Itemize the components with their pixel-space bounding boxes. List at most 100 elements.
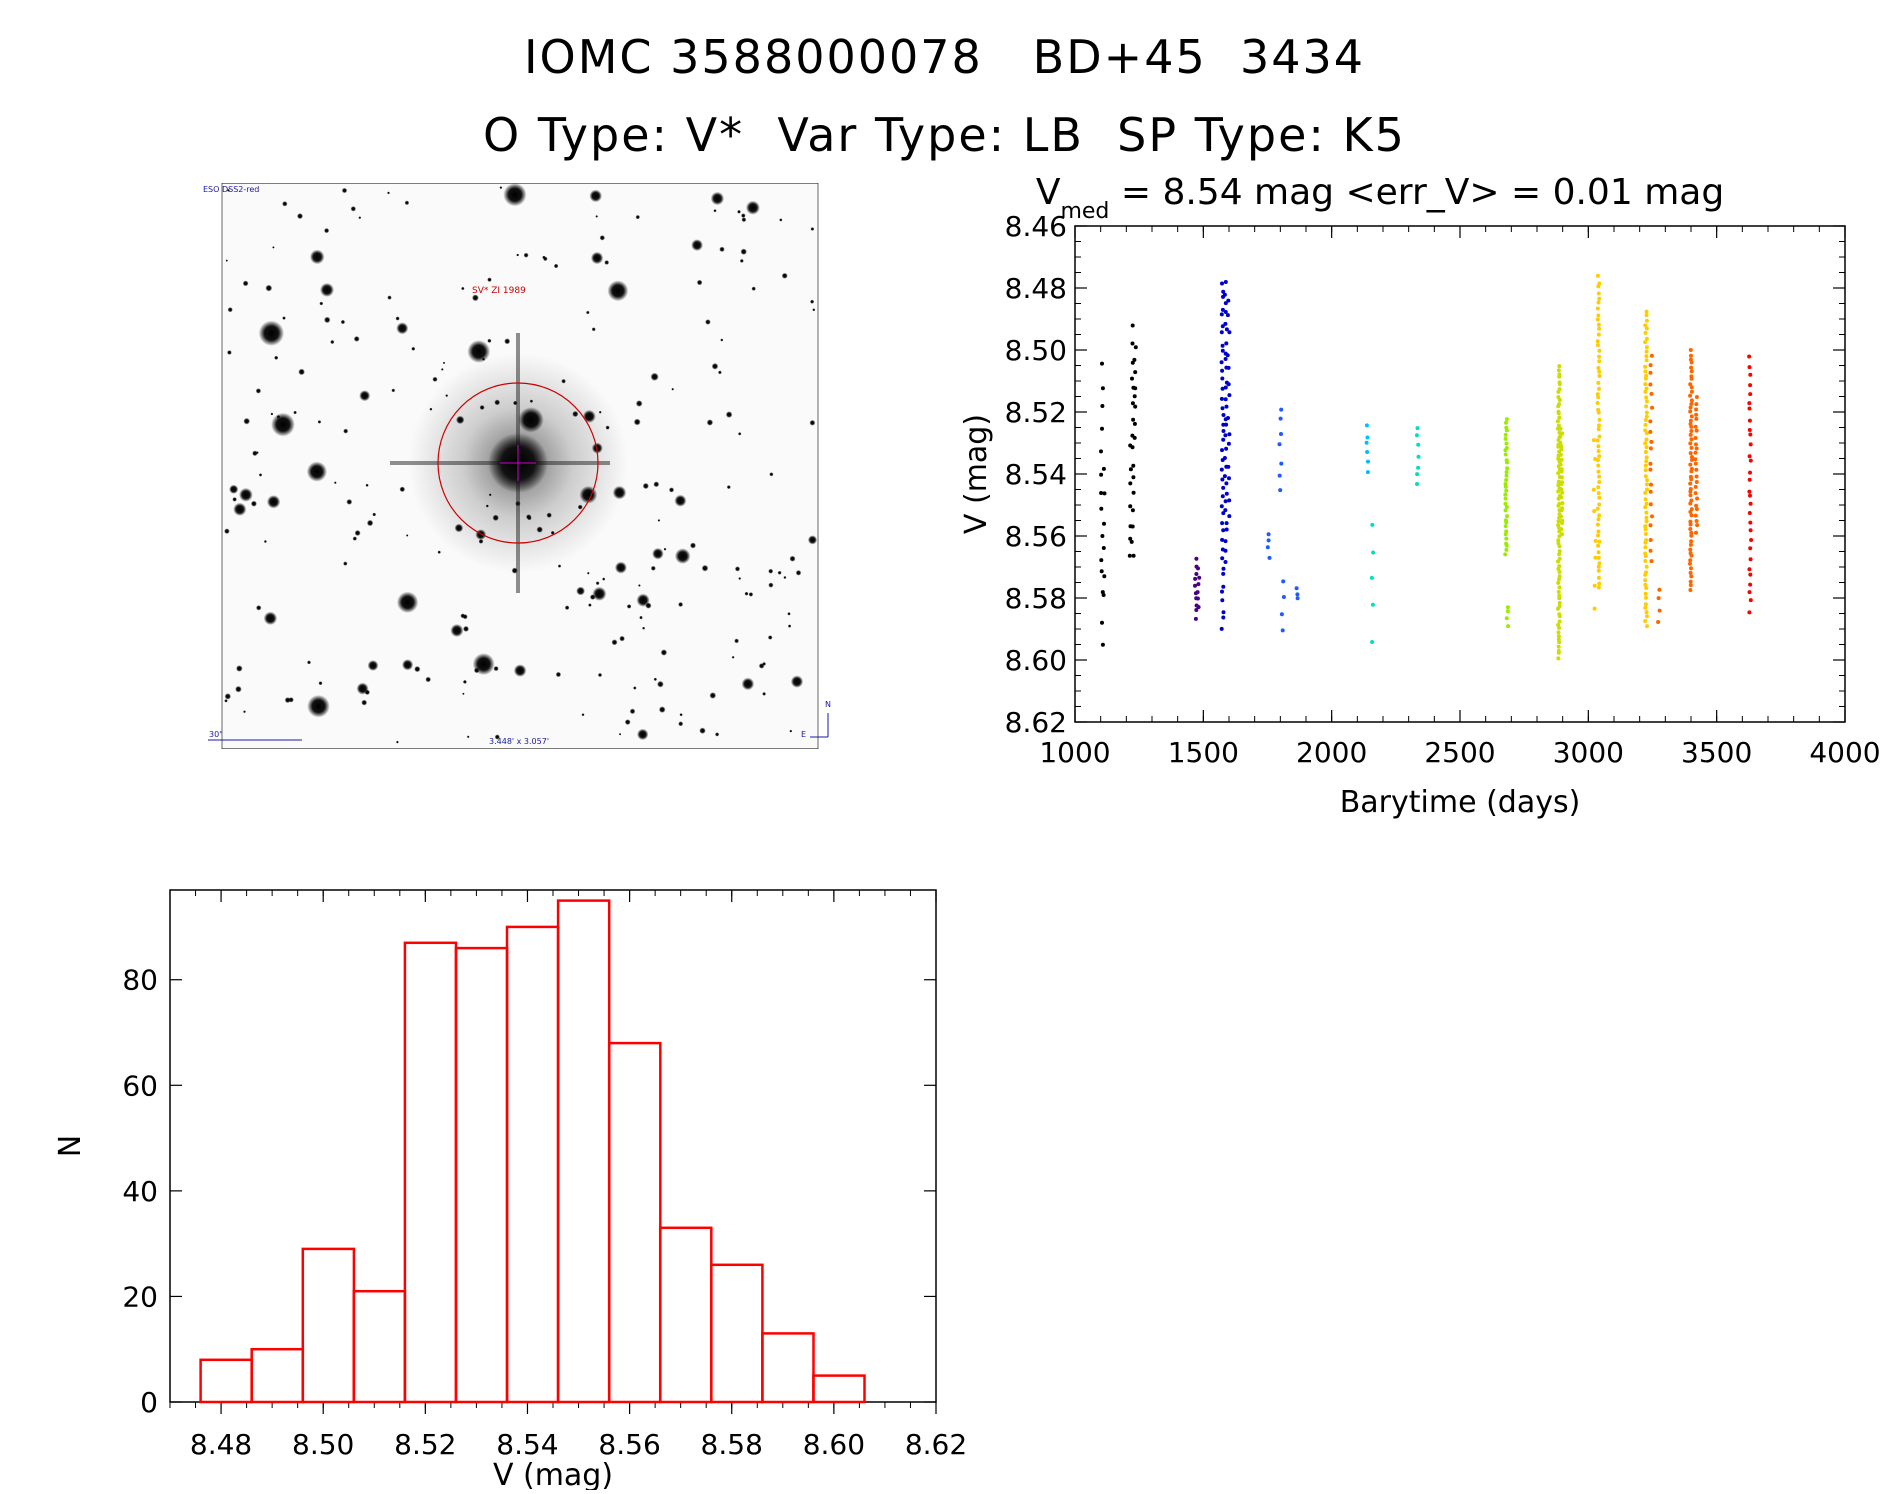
data-point: [1295, 592, 1300, 597]
finder-star: [642, 626, 646, 630]
data-point: [1221, 615, 1226, 620]
data-point: [1648, 538, 1653, 542]
data-point: [1224, 481, 1229, 486]
data-point: [1278, 416, 1283, 421]
data-point: [1222, 456, 1227, 460]
data-point: [1596, 463, 1601, 468]
data-point: [1597, 386, 1601, 391]
finder-star: [668, 487, 675, 493]
data-point: [1556, 589, 1561, 594]
y-tick-label: 8.56: [1005, 520, 1067, 553]
finder-star: [364, 689, 370, 695]
data-point: [1644, 519, 1649, 524]
finder-star: [762, 662, 766, 666]
finder-star: [263, 611, 278, 625]
data-point: [1559, 447, 1564, 452]
data-point: [1224, 491, 1229, 496]
data-point: [1226, 298, 1231, 303]
data-point: [1557, 596, 1562, 601]
data-point: [1644, 455, 1649, 460]
data-point: [1132, 435, 1137, 440]
finder-star: [741, 677, 755, 691]
data-point: [1643, 422, 1648, 427]
data-point: [1689, 389, 1694, 394]
finder-star: [224, 528, 230, 534]
data-point: [1593, 538, 1598, 543]
data-point: [1748, 432, 1753, 437]
data-point: [1747, 590, 1752, 595]
data-point: [1265, 545, 1270, 550]
data-point: [1748, 392, 1753, 397]
finder-star: [461, 286, 465, 291]
finder-star: [720, 338, 724, 342]
x-tick-label: 2000: [1296, 736, 1367, 769]
data-point: [1102, 521, 1106, 526]
survey-label: ESO DSS2-red: [203, 185, 259, 194]
data-point: [1597, 454, 1602, 459]
data-point: [1223, 548, 1228, 553]
light-curve-ticks: 1000 1500 2000 2500 3000 3500 4000 8.46 8.48 8.50…: [1005, 210, 1880, 769]
data-point: [1223, 539, 1228, 544]
data-point: [1504, 441, 1509, 446]
data-point: [1132, 357, 1137, 362]
finder-star: [810, 299, 815, 304]
data-point: [1688, 542, 1693, 547]
finder-star: [719, 246, 725, 252]
data-point: [1592, 583, 1597, 588]
finder-star: [650, 565, 656, 571]
data-point: [1643, 382, 1648, 387]
finder-star: [638, 584, 641, 587]
finder-star: [652, 547, 664, 560]
data-point: [1596, 491, 1601, 496]
finder-star: [633, 418, 641, 426]
data-point: [1560, 431, 1565, 436]
finder-star: [266, 495, 281, 509]
data-point: [1503, 448, 1508, 453]
finder-star: [232, 497, 237, 502]
data-point: [1222, 292, 1227, 297]
finder-star: [588, 603, 592, 607]
data-point: [1221, 511, 1226, 516]
finder-star: [265, 284, 273, 292]
histogram-bar: [250, 1347, 305, 1404]
data-point: [1689, 398, 1694, 403]
finder-star: [581, 713, 585, 717]
data-point: [1694, 395, 1699, 399]
data-point: [1596, 410, 1601, 415]
data-point: [1100, 361, 1104, 366]
data-point: [1688, 348, 1693, 352]
data-point: [1227, 393, 1232, 398]
data-point: [1595, 522, 1600, 527]
data-point: [1747, 418, 1752, 423]
data-point: [1747, 610, 1752, 615]
data-point: [1644, 610, 1649, 615]
finder-star: [411, 346, 416, 351]
data-point: [1504, 536, 1509, 541]
data-point: [1220, 281, 1224, 286]
data-point: [1693, 442, 1698, 447]
data-point: [1130, 508, 1135, 513]
finder-star: [614, 561, 627, 574]
data-point: [1370, 640, 1375, 644]
data-point: [1225, 353, 1230, 358]
data-point: [1747, 511, 1752, 515]
data-point: [1220, 386, 1225, 391]
data-point: [1644, 386, 1649, 391]
finder-star: [472, 294, 479, 302]
data-point: [1131, 490, 1136, 495]
data-point: [1280, 628, 1285, 633]
finder-star: [320, 282, 334, 297]
data-point: [1643, 527, 1648, 532]
finder-star: [597, 672, 603, 678]
data-point: [1556, 519, 1561, 524]
data-point: [1131, 475, 1136, 480]
finder-star: [297, 213, 303, 220]
y-tick-label: 8.50: [1005, 334, 1067, 367]
data-point: [1557, 544, 1562, 549]
light-curve-title-rest: = 8.54 mag <err_V> = 0.01 mag: [1109, 172, 1724, 213]
data-point: [1644, 414, 1649, 419]
data-point: [1557, 374, 1562, 379]
data-point: [1102, 491, 1107, 496]
data-point: [1133, 404, 1138, 409]
data-point: [1221, 485, 1226, 490]
